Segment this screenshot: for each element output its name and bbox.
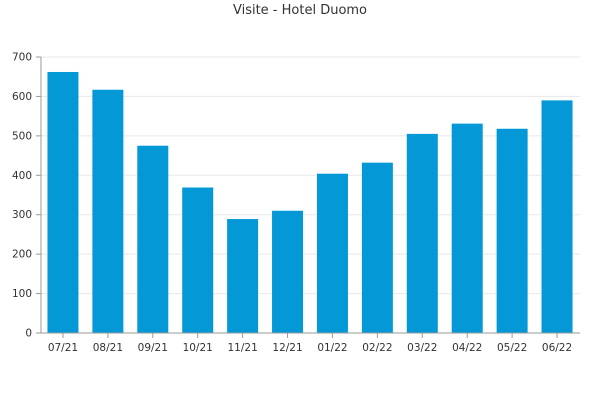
y-tick-label: 600 xyxy=(12,91,32,103)
y-tick-label: 700 xyxy=(12,52,32,64)
bar-12/21 xyxy=(272,210,304,333)
x-axis-ticks: 07/21 08/21 09/21 10/21 11/21 12/21 01/22 02/22… xyxy=(48,333,572,354)
bar-07/21 xyxy=(47,71,79,334)
x-tick-label: 04/22 xyxy=(452,342,482,354)
bar-08/21 xyxy=(92,89,124,334)
y-tick-label: 400 xyxy=(12,170,32,182)
grid-lines xyxy=(41,56,580,295)
x-tick-label: 08/21 xyxy=(93,342,123,354)
y-axis-ticks: 0 100 200 300 400 500 600 700 xyxy=(12,52,41,340)
x-tick-label: 07/21 xyxy=(48,342,78,354)
x-tick-label: 09/21 xyxy=(138,342,168,354)
y-tick-label: 0 xyxy=(25,328,32,340)
bar-09/21 xyxy=(137,145,169,333)
bar-06/22 xyxy=(541,100,573,333)
x-tick-label: 12/21 xyxy=(272,342,302,354)
chart-title: Visite - Hotel Duomo xyxy=(232,3,368,18)
bar-03/22 xyxy=(406,133,438,333)
bar-02/22 xyxy=(361,162,393,333)
x-tick-label: 10/21 xyxy=(183,342,213,354)
y-tick-label: 200 xyxy=(12,249,32,261)
x-tick-label: 02/22 xyxy=(362,342,392,354)
y-tick-label: 300 xyxy=(12,209,32,221)
x-tick-label: 06/22 xyxy=(542,342,572,354)
bar-10/21 xyxy=(182,187,214,333)
x-tick-label: 01/22 xyxy=(317,342,347,354)
bar-11/21 xyxy=(227,219,259,333)
x-tick-label: 03/22 xyxy=(407,342,437,354)
bars xyxy=(47,71,573,334)
bar-01/22 xyxy=(316,173,348,333)
x-tick-label: 11/21 xyxy=(227,342,257,354)
y-tick-label: 100 xyxy=(12,288,32,300)
bar-05/22 xyxy=(496,128,528,333)
bar-04/22 xyxy=(451,123,483,334)
x-tick-label: 05/22 xyxy=(497,342,527,354)
y-tick-label: 500 xyxy=(12,130,32,142)
